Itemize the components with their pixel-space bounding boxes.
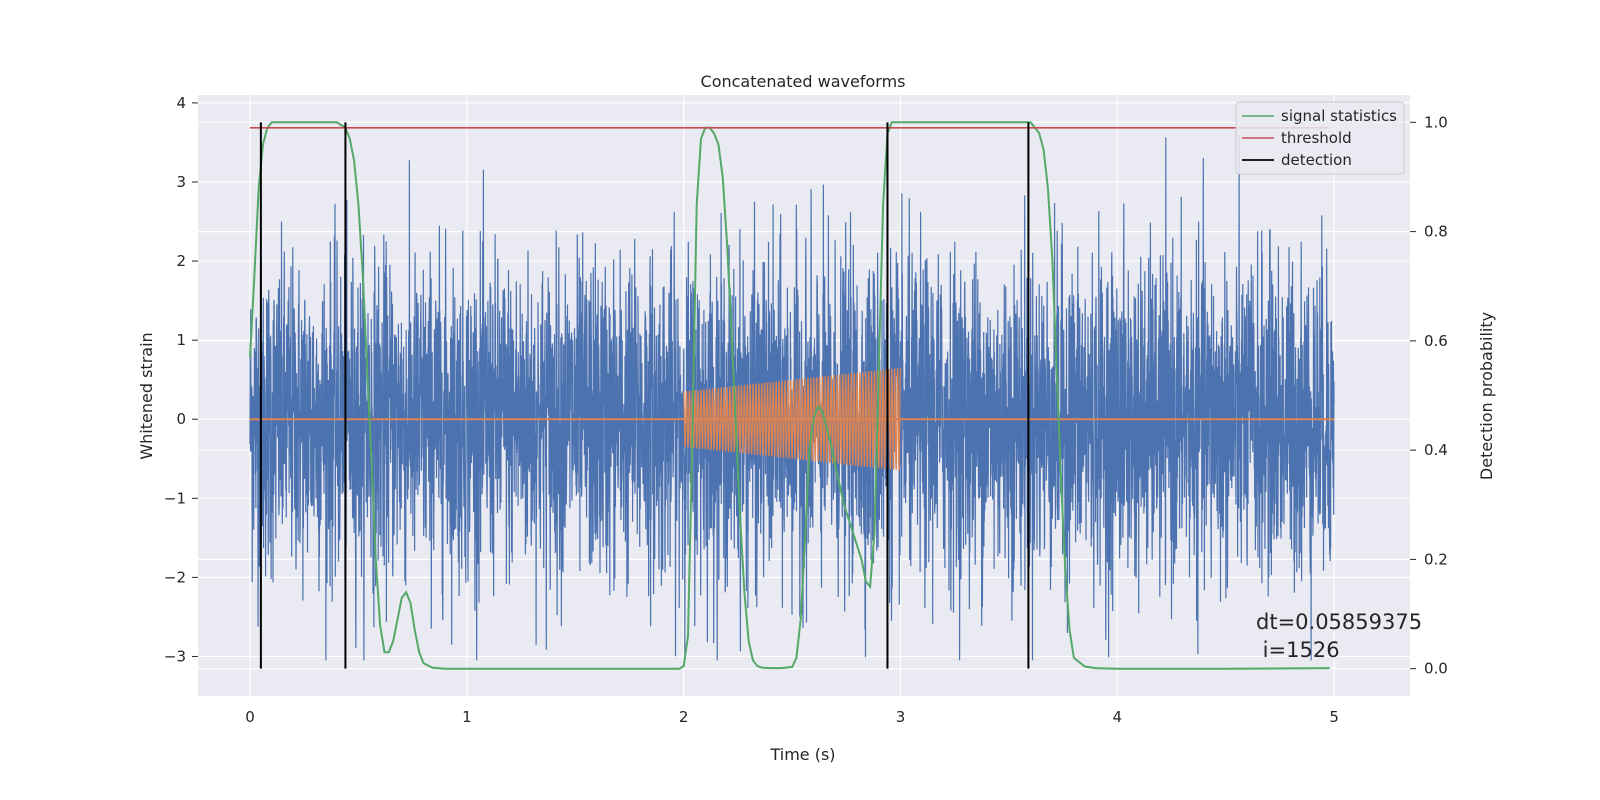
y-tick-label: 2	[176, 252, 186, 270]
legend-threshold-label: threshold	[1281, 129, 1352, 147]
injection-chirp-line	[683, 367, 902, 471]
x-tick-label: 0	[245, 708, 255, 726]
y2-tick-label: 0.4	[1424, 441, 1448, 459]
legend-detection-label: detection	[1281, 151, 1352, 169]
x-tick-label: 5	[1329, 708, 1339, 726]
y-tick-label: 0	[176, 410, 186, 428]
y-tick-label: −3	[164, 647, 186, 665]
y2-tick-label: 0.6	[1424, 332, 1448, 350]
annotation-index: i=1526	[1256, 638, 1340, 662]
x-tick-label: 2	[679, 708, 689, 726]
y2-axis-label: Detection probability	[1477, 312, 1496, 480]
y2-tick-label: 0.2	[1424, 550, 1448, 568]
x-tick-label: 3	[896, 708, 906, 726]
y2-tick-label: 0.8	[1424, 223, 1448, 241]
y-tick-label: 3	[176, 173, 186, 191]
chart-title: Concatenated waveforms	[701, 72, 906, 91]
signal-statistics-line	[249, 121, 1330, 670]
y-tick-label: 4	[176, 94, 186, 112]
strain-series-line	[249, 135, 1335, 661]
y-tick-label: 1	[176, 331, 186, 349]
legend-signal-label: signal statistics	[1281, 107, 1397, 125]
y2-tick-label: 0.0	[1424, 660, 1448, 678]
x-tick-label: 4	[1113, 708, 1123, 726]
plot-series	[249, 121, 1335, 670]
x-tick-label: 1	[462, 708, 472, 726]
legend-box	[1235, 101, 1405, 175]
y-axis-ticks: −3 −2 −1 0 1 2 3 4	[164, 94, 198, 665]
y2-axis-ticks: 0.0 0.2 0.4 0.6 0.8 1.0	[1410, 113, 1448, 678]
y-tick-label: −2	[164, 568, 186, 586]
legend: signal statistics threshold detection	[1235, 101, 1405, 175]
y-axis-label: Whitened strain	[137, 332, 156, 459]
annotation: dt=0.05859375 i=1526	[1256, 610, 1422, 662]
y-tick-label: −1	[164, 489, 186, 507]
y2-tick-label: 1.0	[1424, 113, 1448, 131]
x-axis-label: Time (s)	[769, 745, 835, 764]
x-axis-ticks: 0 1 2 3 4 5	[245, 708, 1339, 726]
annotation-dt: dt=0.05859375	[1256, 610, 1422, 634]
